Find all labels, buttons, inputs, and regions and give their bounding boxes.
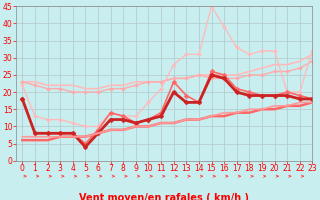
X-axis label: Vent moyen/en rafales ( km/h ): Vent moyen/en rafales ( km/h )	[79, 193, 249, 200]
